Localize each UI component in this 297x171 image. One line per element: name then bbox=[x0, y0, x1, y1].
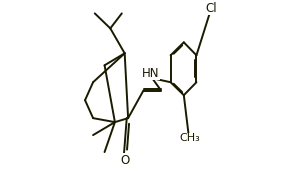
Text: CH₃: CH₃ bbox=[179, 133, 200, 143]
Text: HN: HN bbox=[142, 67, 159, 80]
Text: O: O bbox=[121, 154, 130, 167]
Text: Cl: Cl bbox=[206, 2, 217, 15]
